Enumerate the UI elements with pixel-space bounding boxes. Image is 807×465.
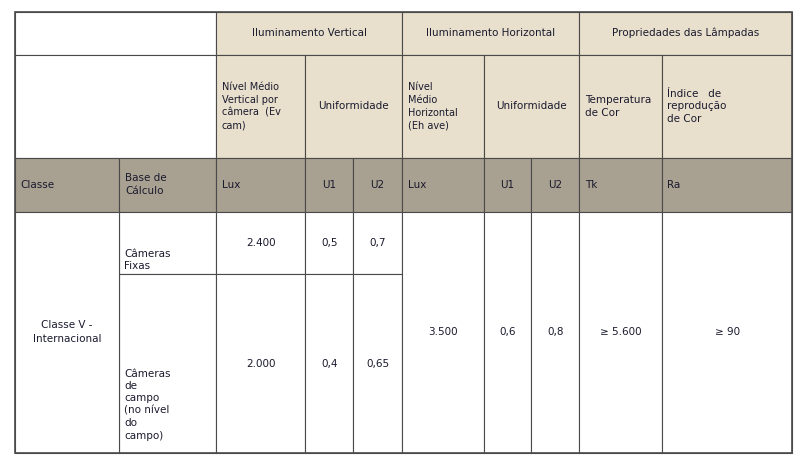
Bar xyxy=(531,158,579,212)
Text: U2: U2 xyxy=(370,180,385,190)
Bar xyxy=(353,212,402,274)
Bar xyxy=(216,274,305,453)
Bar xyxy=(402,55,484,158)
Text: 3.500: 3.500 xyxy=(429,327,458,338)
Text: Nível
Médio
Horizontal
(Eh ave): Nível Médio Horizontal (Eh ave) xyxy=(408,82,458,131)
Text: Classe V -
Internacional: Classe V - Internacional xyxy=(33,320,101,345)
Text: Uniformidade: Uniformidade xyxy=(496,101,567,112)
Bar xyxy=(531,212,579,453)
Bar xyxy=(15,212,119,453)
Text: 0,8: 0,8 xyxy=(547,327,563,338)
Text: Classe: Classe xyxy=(20,180,54,190)
Bar xyxy=(579,158,662,212)
Bar xyxy=(15,55,216,158)
Text: ≥ 90: ≥ 90 xyxy=(714,327,740,338)
Text: Câmeras
Fixas: Câmeras Fixas xyxy=(124,249,171,272)
Bar xyxy=(216,12,402,55)
Text: ≥ 5.600: ≥ 5.600 xyxy=(600,327,642,338)
Bar xyxy=(402,212,484,453)
Text: Tk: Tk xyxy=(585,180,597,190)
Text: Ra: Ra xyxy=(667,180,680,190)
Bar xyxy=(305,158,353,212)
Text: Temperatura
de Cor: Temperatura de Cor xyxy=(585,95,651,118)
Bar xyxy=(119,212,216,274)
Text: 0,4: 0,4 xyxy=(321,359,337,369)
Bar xyxy=(662,212,792,453)
Text: Iluminamento Vertical: Iluminamento Vertical xyxy=(252,28,366,38)
Bar xyxy=(305,274,353,453)
Text: 0,65: 0,65 xyxy=(366,359,389,369)
Text: 2.000: 2.000 xyxy=(246,359,275,369)
Bar xyxy=(484,158,531,212)
Bar xyxy=(579,12,792,55)
Text: 0,6: 0,6 xyxy=(500,327,516,338)
Text: Propriedades das Lâmpadas: Propriedades das Lâmpadas xyxy=(613,28,759,39)
Bar xyxy=(402,158,484,212)
Bar xyxy=(216,212,305,274)
Text: Uniformidade: Uniformidade xyxy=(318,101,389,112)
Bar xyxy=(15,12,216,55)
Text: 2.400: 2.400 xyxy=(246,238,275,248)
Bar xyxy=(216,55,305,158)
Bar xyxy=(353,158,402,212)
Bar xyxy=(305,55,402,158)
Text: Câmeras
de
campo
(no nível
do
campo): Câmeras de campo (no nível do campo) xyxy=(124,368,171,440)
Text: Lux: Lux xyxy=(408,180,426,190)
Bar xyxy=(484,212,531,453)
Text: Lux: Lux xyxy=(222,180,240,190)
Bar xyxy=(579,212,662,453)
Text: U2: U2 xyxy=(548,180,562,190)
Bar xyxy=(662,158,792,212)
Bar xyxy=(15,158,119,212)
Bar xyxy=(305,212,353,274)
Bar xyxy=(579,55,662,158)
Bar xyxy=(662,55,792,158)
Text: Índice   de
reprodução
de Cor: Índice de reprodução de Cor xyxy=(667,89,727,124)
Text: Iluminamento Horizontal: Iluminamento Horizontal xyxy=(426,28,555,38)
Bar xyxy=(119,158,216,212)
Bar xyxy=(484,55,579,158)
Bar xyxy=(353,274,402,453)
Text: U1: U1 xyxy=(322,180,337,190)
Bar xyxy=(402,12,579,55)
Text: 0,7: 0,7 xyxy=(370,238,386,248)
Bar xyxy=(216,158,305,212)
Text: Nível Médio
Vertical por
câmera  (Ev
cam): Nível Médio Vertical por câmera (Ev cam) xyxy=(222,82,281,131)
Text: U1: U1 xyxy=(500,180,515,190)
Text: 0,5: 0,5 xyxy=(321,238,337,248)
Bar xyxy=(119,274,216,453)
Text: Base de
Cálculo: Base de Cálculo xyxy=(125,173,167,196)
